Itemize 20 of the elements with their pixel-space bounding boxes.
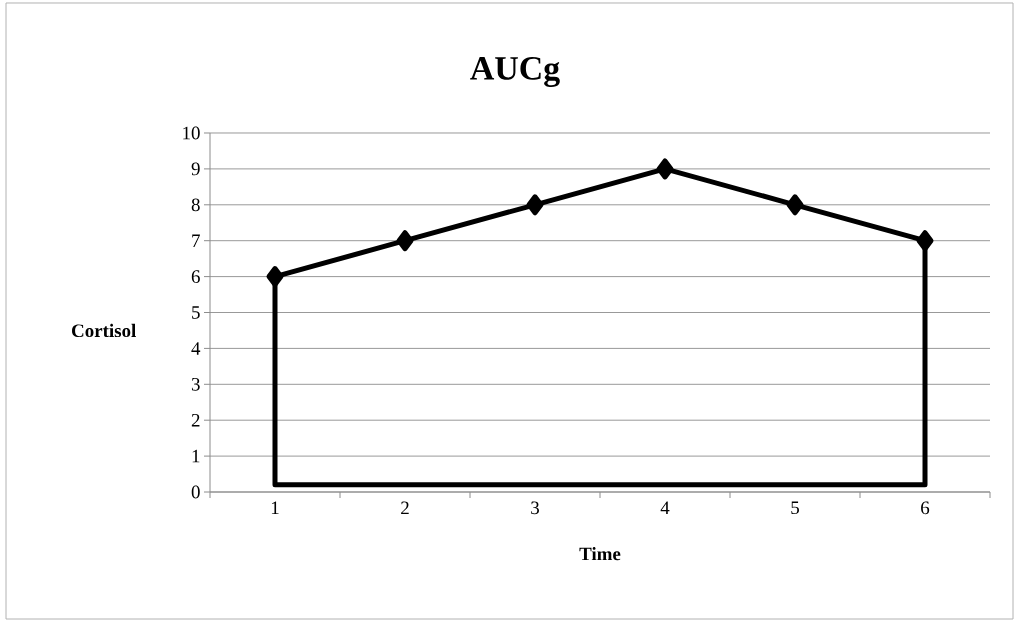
chart-title: AUCg bbox=[470, 57, 560, 87]
y-axis-title: Cortisol bbox=[72, 323, 136, 338]
y-tick-label: 1 bbox=[192, 449, 200, 463]
y-tick-label: 3 bbox=[191, 377, 200, 391]
x-tick-label: 5 bbox=[791, 501, 799, 515]
x-tick-label: 2 bbox=[401, 501, 409, 515]
y-tick-label: 10 bbox=[183, 126, 200, 140]
x-axis-title: Time bbox=[579, 546, 621, 561]
y-tick-label: 7 bbox=[192, 234, 200, 247]
y-tick-label: 5 bbox=[192, 306, 200, 319]
x-tick-label: 4 bbox=[660, 501, 670, 514]
y-tick-label: 8 bbox=[191, 198, 200, 212]
y-tick-label: 0 bbox=[191, 485, 200, 499]
y-tick-label: 6 bbox=[191, 270, 200, 283]
x-tick-label: 6 bbox=[921, 501, 930, 515]
y-tick-label: 9 bbox=[191, 162, 200, 176]
y-tick-label: 4 bbox=[191, 342, 201, 355]
y-tick-label: 2 bbox=[191, 413, 200, 427]
x-tick-label: 3 bbox=[531, 501, 539, 515]
x-tick-label: 1 bbox=[271, 501, 279, 515]
